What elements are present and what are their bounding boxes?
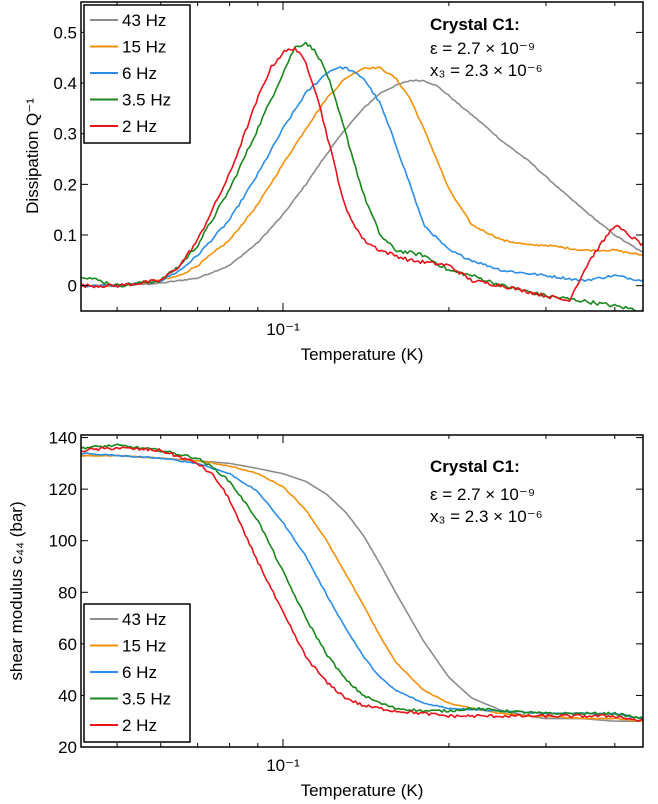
annotation-epsilon: ε = 2.7 × 10⁻⁹ <box>430 39 535 58</box>
legend-label: 15 Hz <box>122 637 166 656</box>
annotation-x3: x₃ = 2.3 × 10⁻⁶ <box>430 61 543 80</box>
legend-label: 15 Hz <box>122 38 166 57</box>
annotation-epsilon: ε = 2.7 × 10⁻⁹ <box>430 485 535 504</box>
legend: 43 Hz 15 Hz 6 Hz 3.5 Hz 2 Hz <box>83 603 191 743</box>
y-tick-label: 60 <box>58 635 77 654</box>
annotation-title: Crystal C1: <box>430 15 520 34</box>
annotation-x3: x₃ = 2.3 × 10⁻⁶ <box>430 507 543 526</box>
y-tick-label: 20 <box>58 738 77 757</box>
y-tick-label: 0.4 <box>53 74 77 93</box>
y-tick-label: 120 <box>49 480 77 499</box>
y-tick-label: 0.5 <box>53 23 77 42</box>
legend-label: 3.5 Hz <box>122 91 171 110</box>
y-tick-label: 100 <box>49 532 77 551</box>
legend-label: 3.5 Hz <box>122 690 171 709</box>
x-axis-label: Temperature (K) <box>301 781 424 800</box>
y-axis-label: shear modulus c₄₄ (bar) <box>7 501 26 680</box>
y-axis-label: Dissipation Q⁻¹ <box>23 98 42 214</box>
y-tick-label: 80 <box>58 583 77 602</box>
y-tick-label: 0.1 <box>53 226 77 245</box>
x-tick-label: 10⁻¹ <box>266 320 300 339</box>
plot-frame <box>80 1 644 312</box>
series-line-43-hz <box>81 79 643 287</box>
y-tick-label: 40 <box>58 686 77 705</box>
series-group <box>81 41 643 311</box>
legend-label: 6 Hz <box>122 663 157 682</box>
y-tick-label: 140 <box>49 429 77 448</box>
legend-label: 2 Hz <box>122 117 157 136</box>
shear-modulus-chart: 20 40 60 80 100 120 140 10⁻¹ Temperature (K) sh… <box>7 429 644 800</box>
legend-label: 43 Hz <box>122 11 166 30</box>
tick-group: 0 0.1 0.2 0.3 0.4 0.5 10⁻¹ <box>53 2 643 339</box>
legend: 43 Hz 15 Hz 6 Hz 3.5 Hz 2 Hz <box>83 4 191 144</box>
annotation-title: Crystal C1: <box>430 457 520 476</box>
dissipation-chart: 0 0.1 0.2 0.3 0.4 0.5 10⁻¹ Temperature (K) Dis… <box>23 1 644 364</box>
series-line-2-hz <box>81 47 643 302</box>
x-tick-label: 10⁻¹ <box>266 756 300 775</box>
plot-frame <box>80 434 644 748</box>
series-line-3-5-hz <box>81 443 643 720</box>
series-line-2-hz <box>81 446 643 722</box>
y-tick-label: 0 <box>68 277 77 296</box>
legend-label: 43 Hz <box>122 610 166 629</box>
tick-group: 20 40 60 80 100 120 140 10⁻¹ <box>49 429 643 775</box>
series-line-6-hz <box>81 66 643 288</box>
y-tick-label: 0.3 <box>53 125 77 144</box>
series-group <box>81 443 643 722</box>
x-axis-label: Temperature (K) <box>301 345 424 364</box>
y-tick-label: 0.2 <box>53 175 77 194</box>
series-line-15-hz <box>81 66 643 288</box>
legend-label: 2 Hz <box>122 716 157 735</box>
legend-label: 6 Hz <box>122 64 157 83</box>
